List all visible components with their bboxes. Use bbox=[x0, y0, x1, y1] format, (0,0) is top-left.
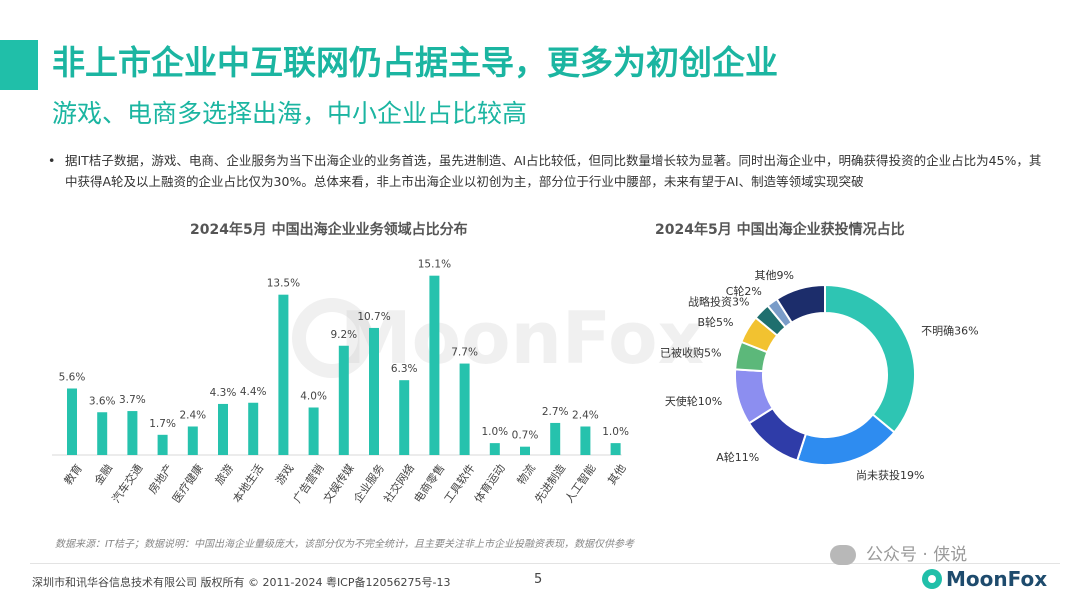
page-number: 5 bbox=[534, 572, 543, 587]
bar-category-label: 人工智能 bbox=[562, 461, 599, 505]
page-subtitle: 游戏、电商多选择出海，中小企业占比较高 bbox=[52, 99, 528, 128]
bar-汽车交通 bbox=[127, 411, 138, 455]
donut-label-尚未获投: 尚未获投19% bbox=[856, 468, 924, 482]
bar-教育 bbox=[67, 388, 77, 455]
moonfox-logo-icon bbox=[922, 569, 942, 589]
bar-value-label: 7.7% bbox=[451, 347, 478, 359]
bar-category-label: 其他 bbox=[605, 462, 628, 487]
bar-value-label: 6.3% bbox=[391, 363, 418, 375]
data-source-note: 数据来源：IT桔子；数据说明：中国出海企业量级庞大，该部分仅为不完全统计，且主要… bbox=[55, 539, 635, 550]
bar-value-label: 1.0% bbox=[481, 426, 508, 438]
bar-category-label: 汽车交通 bbox=[109, 461, 146, 505]
bar-value-label: 5.6% bbox=[59, 372, 86, 384]
bar-企业服务 bbox=[369, 327, 379, 455]
page-title: 非上市企业中互联网仍占据主导，更多为初创企业 bbox=[52, 43, 778, 82]
watermark: MoonFox bbox=[340, 296, 705, 380]
bar-category-label: 金融 bbox=[91, 461, 115, 487]
bar-本地生活 bbox=[248, 402, 259, 455]
bar-value-label: 2.4% bbox=[572, 410, 599, 422]
bar-chart-title: 2024年5月 中国出海企业业务领域占比分布 bbox=[190, 222, 468, 238]
bar-value-label: 1.7% bbox=[149, 418, 176, 430]
donut-label-B轮: B轮5% bbox=[697, 315, 733, 329]
bar-工具软件 bbox=[459, 363, 470, 455]
bar-value-label: 0.7% bbox=[512, 430, 539, 442]
summary-bullet: • 据IT桔子数据，游戏、电商、企业服务为当下出海企业的业务首选，虽先进制造、A… bbox=[48, 150, 1048, 192]
bar-value-label: 4.3% bbox=[210, 387, 237, 399]
bar-value-label: 1.0% bbox=[602, 426, 629, 438]
bar-value-label: 2.4% bbox=[179, 410, 206, 422]
bar-value-label: 15.1% bbox=[418, 259, 451, 271]
bar-category-label: 教育 bbox=[61, 461, 85, 487]
bar-value-label: 4.0% bbox=[300, 391, 327, 403]
bar-value-label: 10.7% bbox=[357, 311, 390, 323]
donut-slice-不明确 bbox=[824, 283, 916, 434]
bar-category-label: 旅游 bbox=[212, 461, 236, 487]
donut-label-不明确: 不明确36% bbox=[921, 325, 978, 338]
bar-游戏 bbox=[278, 294, 289, 455]
donut-slice-尚未获投 bbox=[795, 413, 896, 466]
bar-文娱传媒 bbox=[338, 345, 349, 455]
bar-物流 bbox=[520, 446, 530, 455]
wechat-account: 公众号 · 侠说 bbox=[830, 540, 967, 565]
bar-value-label: 13.5% bbox=[267, 278, 300, 290]
bar-电商零售 bbox=[429, 275, 440, 455]
donut-label-已被收购: 已被收购5% bbox=[660, 345, 721, 359]
bullet-dot-icon: • bbox=[48, 153, 56, 168]
bar-category-label: 本地生活 bbox=[230, 461, 267, 505]
bar-value-label: 9.2% bbox=[330, 329, 357, 341]
donut-label-其他: 其他9% bbox=[755, 269, 794, 282]
copyright-text: 深圳市和讯华谷信息技术有限公司 版权所有 © 2011-2024 粤ICP备12… bbox=[32, 576, 451, 589]
donut-label-战略投资: 战略投资3% bbox=[688, 294, 749, 308]
bar-旅游 bbox=[218, 403, 228, 455]
bar-category-label: 物流 bbox=[514, 461, 538, 487]
bar-value-label: 4.4% bbox=[240, 386, 267, 398]
footer-divider bbox=[30, 563, 1060, 564]
bar-value-label: 3.7% bbox=[119, 394, 146, 406]
bar-value-label: 2.7% bbox=[542, 406, 569, 418]
bar-人工智能 bbox=[580, 426, 591, 455]
bar-其他 bbox=[610, 443, 621, 455]
donut-label-天使轮: 天使轮10% bbox=[665, 394, 722, 408]
bar-先进制造 bbox=[550, 422, 561, 455]
bar-category-label: 游戏 bbox=[273, 462, 296, 487]
donut-slice-其他 bbox=[775, 283, 826, 325]
donut-chart: 不明确36% 尚未获投19% A轮11% 天使轮10% 已被收购5% B轮5% 战略投资3%… bbox=[660, 269, 979, 482]
donut-chart-title: 2024年5月 中国出海企业获投情况占比 bbox=[655, 222, 905, 238]
bar-医疗健康 bbox=[187, 426, 198, 455]
donut-label-A轮: A轮11% bbox=[716, 450, 759, 464]
donut-label-C轮: C轮2% bbox=[726, 284, 762, 298]
wechat-icon bbox=[830, 545, 856, 565]
bar-体育运动 bbox=[489, 443, 500, 455]
bar-房地产 bbox=[157, 434, 168, 455]
bar-value-label: 3.6% bbox=[89, 395, 116, 407]
bar-广告营销 bbox=[308, 407, 319, 455]
wechat-account-label: 公众号 · 侠说 bbox=[866, 545, 968, 565]
moonfox-logo-text: MoonFox bbox=[946, 567, 1048, 591]
moonfox-logo: MoonFox bbox=[922, 567, 1047, 591]
title-accent-bar bbox=[0, 40, 38, 90]
summary-text: 据IT桔子数据，游戏、电商、企业服务为当下出海企业的业务首选，虽先进制造、AI占… bbox=[65, 153, 1042, 189]
bar-category-label: 体育运动 bbox=[471, 461, 508, 505]
bar-金融 bbox=[97, 412, 108, 455]
bar-category-label: 医疗健康 bbox=[169, 461, 206, 505]
bar-社交网络 bbox=[399, 380, 410, 455]
bar-category-label: 房地产 bbox=[145, 461, 175, 496]
bar-chart: 5.6% 教育 3.6% 金融 3.7% 汽车交通 1.7% 房地产 2.4% 医疗健康 4.3% 旅… bbox=[52, 259, 629, 505]
